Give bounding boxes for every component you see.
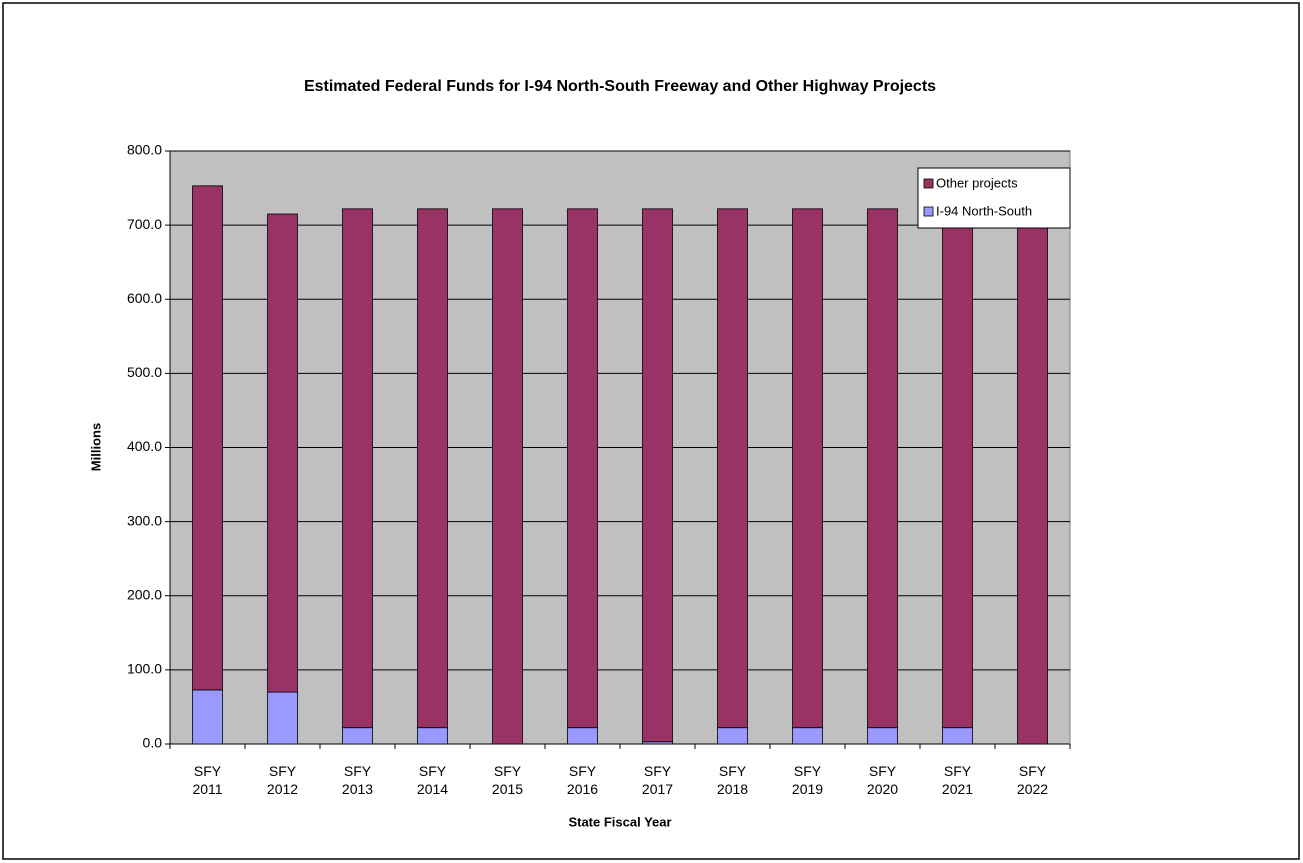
bar-segment bbox=[717, 727, 748, 745]
y-tick-label: 400.0 bbox=[127, 438, 162, 454]
bar-segment bbox=[342, 727, 373, 745]
y-tick-label: 600.0 bbox=[127, 290, 162, 306]
legend-label: Other projects bbox=[936, 175, 1018, 190]
bar-segment bbox=[792, 208, 823, 729]
bar-segment bbox=[867, 727, 898, 745]
chart-title: Estimated Federal Funds for I-94 North-S… bbox=[304, 78, 936, 95]
x-tick-label: SFY 2017 bbox=[641, 763, 674, 797]
bar-segment bbox=[867, 208, 898, 729]
bar-segment bbox=[717, 208, 748, 729]
y-tick-label: 500.0 bbox=[127, 364, 162, 380]
bar-segment bbox=[267, 691, 298, 745]
x-tick-label: SFY 2021 bbox=[941, 763, 974, 797]
y-tick-label: 300.0 bbox=[127, 512, 162, 528]
bar-segment bbox=[1017, 208, 1048, 745]
bar-segment bbox=[492, 208, 523, 745]
y-tick-label: 700.0 bbox=[127, 216, 162, 232]
bar-segment bbox=[642, 208, 673, 743]
bar-segment bbox=[792, 727, 823, 745]
legend-swatch bbox=[923, 206, 934, 217]
x-tick-label: SFY 2015 bbox=[491, 763, 524, 797]
y-axis-title: Millions bbox=[88, 423, 103, 471]
bar-segment bbox=[192, 689, 223, 745]
bar-segment bbox=[567, 727, 598, 745]
x-tick-label: SFY 2014 bbox=[416, 763, 449, 797]
bar-segment bbox=[567, 208, 598, 729]
x-tick-label: SFY 2019 bbox=[791, 763, 824, 797]
x-tick-label: SFY 2013 bbox=[341, 763, 374, 797]
legend-label: I-94 North-South bbox=[936, 203, 1032, 218]
bar-segment bbox=[342, 208, 373, 729]
x-tick-label: SFY 2012 bbox=[266, 763, 299, 797]
x-tick-label: SFY 2020 bbox=[866, 763, 899, 797]
bar-segment bbox=[192, 185, 223, 691]
x-axis-title: State Fiscal Year bbox=[568, 814, 671, 829]
x-tick-label: SFY 2018 bbox=[716, 763, 749, 797]
x-tick-label: SFY 2016 bbox=[566, 763, 599, 797]
y-tick-label: 100.0 bbox=[127, 661, 162, 677]
x-tick-label: SFY 2022 bbox=[1016, 763, 1049, 797]
y-tick-label: 0.0 bbox=[143, 735, 163, 751]
y-tick-label: 800.0 bbox=[127, 142, 162, 158]
bar-segment bbox=[417, 727, 448, 745]
legend-swatch bbox=[923, 178, 934, 189]
bar-segment bbox=[942, 727, 973, 745]
bar-segment bbox=[942, 208, 973, 729]
bar-segment bbox=[417, 208, 448, 729]
legend-box bbox=[917, 167, 1071, 229]
y-tick-label: 200.0 bbox=[127, 586, 162, 602]
bar-segment bbox=[267, 213, 298, 693]
x-tick-label: SFY 2011 bbox=[192, 763, 223, 797]
